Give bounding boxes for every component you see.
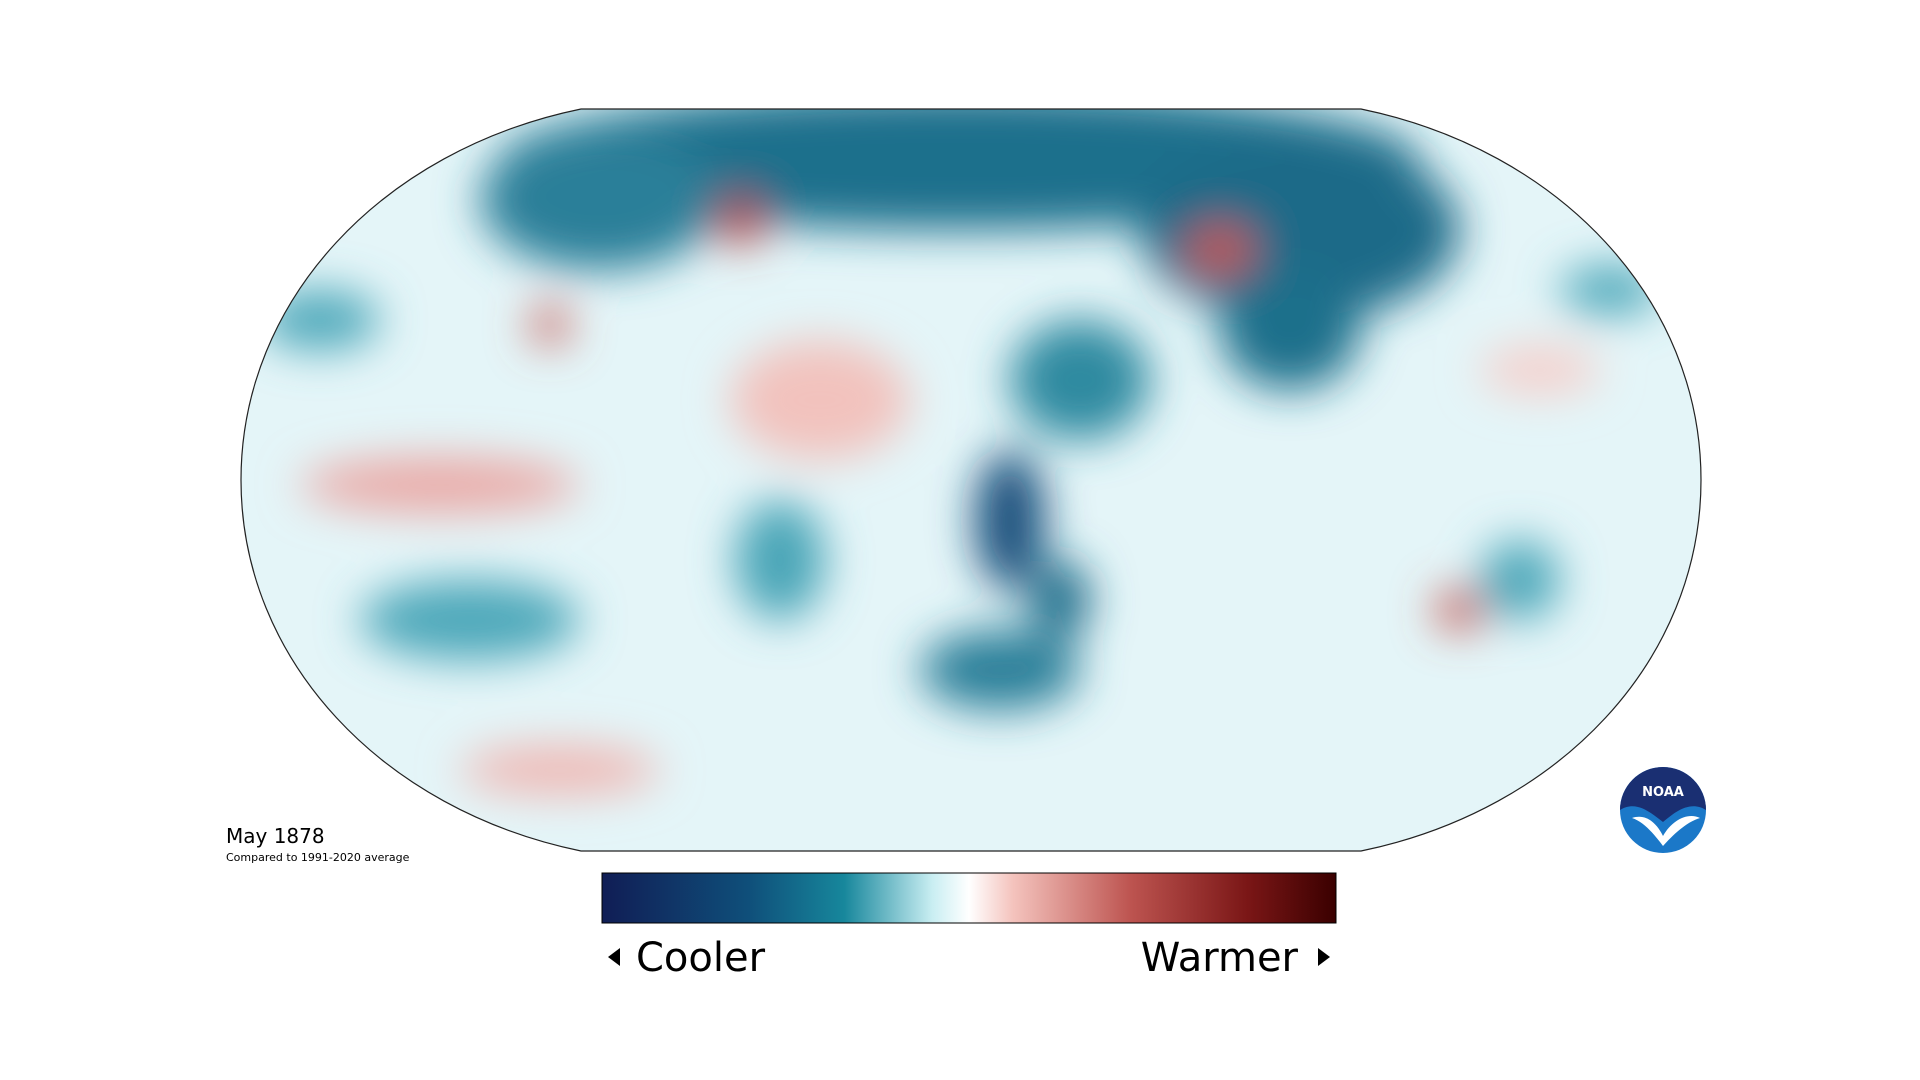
- map-title: May 1878: [226, 824, 325, 848]
- arrow-right: [1318, 948, 1330, 966]
- logo-text: NOAA: [1642, 785, 1684, 800]
- color-bar: [601, 872, 1337, 924]
- map-subtitle: Compared to 1991-2020 average: [226, 851, 410, 864]
- map-outline: [240, 108, 1702, 852]
- anomaly-map: [241, 109, 1701, 851]
- legend-low: Cooler: [636, 935, 766, 981]
- noaa-logo: NOAA: [1620, 767, 1706, 853]
- arrow-left: [608, 948, 620, 966]
- legend-high: Warmer: [1141, 935, 1299, 981]
